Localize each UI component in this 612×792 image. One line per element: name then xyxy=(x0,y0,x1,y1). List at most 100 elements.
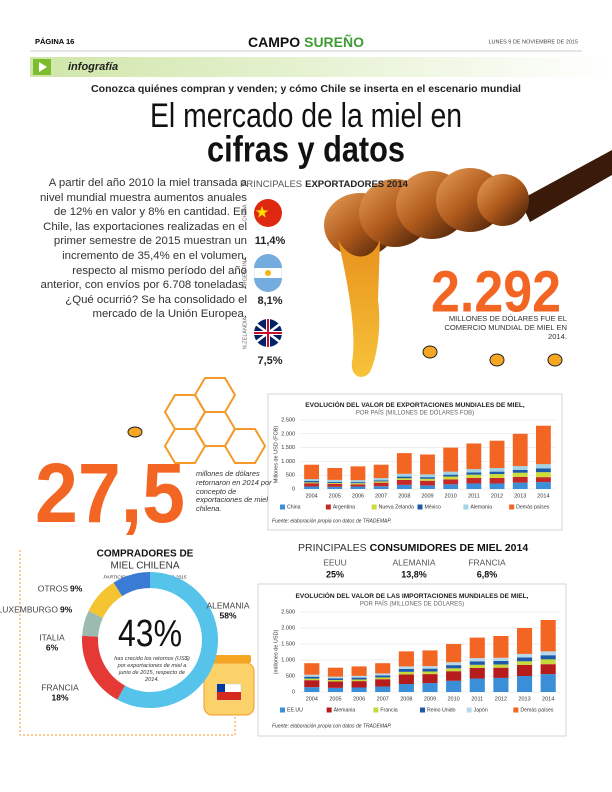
bar-segment xyxy=(535,425,551,465)
bar-segment xyxy=(304,678,320,681)
x-tick-label: 2011 xyxy=(468,493,480,499)
bar-segment xyxy=(420,478,435,481)
legend-swatch xyxy=(326,707,332,713)
donut-value: 9% xyxy=(60,604,73,614)
bar-segment xyxy=(516,661,533,665)
x-tick-label: 2011 xyxy=(471,696,483,702)
bar-segment xyxy=(493,667,509,678)
chart-source: Fuente: elaboración propia con datos de … xyxy=(272,723,391,729)
consumers-heading-a: PRINCIPALES xyxy=(298,542,367,554)
y-axis-label: (millones de USD) xyxy=(273,630,279,675)
exporter-share: 8,1% xyxy=(257,295,282,307)
legend-swatch xyxy=(513,707,519,713)
bar-segment xyxy=(375,686,391,692)
bar-segment xyxy=(489,483,505,489)
bar-segment xyxy=(327,481,343,483)
donut-slice xyxy=(117,572,218,709)
bar-segment xyxy=(516,628,533,654)
bar-segment xyxy=(304,674,320,677)
honeycomb xyxy=(163,377,267,464)
x-tick-label: 2013 xyxy=(518,696,530,702)
bar-segment xyxy=(375,673,391,676)
donut-value: 6% xyxy=(46,642,59,652)
bar-segment xyxy=(351,666,367,676)
bar-segment xyxy=(350,466,366,481)
consumer-country: EEUU xyxy=(323,557,347,567)
chart-title: EVOLUCIÓN DEL VALOR DE EXPORTACIONES MUN… xyxy=(305,400,525,409)
legend-swatch xyxy=(509,504,515,510)
bar-segment xyxy=(351,675,367,678)
dotted-frame xyxy=(19,550,236,736)
bar-segment xyxy=(466,474,482,478)
donut-title: COMPRADORES DE xyxy=(97,549,194,560)
bar-segment xyxy=(535,464,551,469)
bar-segment xyxy=(535,477,551,483)
bar-segment xyxy=(375,679,391,687)
bar-segment xyxy=(398,674,414,684)
bar-segment xyxy=(350,482,366,484)
bar-segment xyxy=(327,681,344,688)
section-icon-arrow xyxy=(39,62,47,72)
x-tick-label: 2012 xyxy=(491,493,503,499)
bar-segment xyxy=(304,482,320,484)
exporter-country: N.ZELANDIA xyxy=(242,316,248,349)
bar-segment xyxy=(466,469,482,473)
bar-segment xyxy=(443,476,459,480)
bar-segment xyxy=(540,674,556,692)
kicker: Conozca quiénes compran y venden; y cómo… xyxy=(91,83,521,95)
donut-value: 18% xyxy=(51,692,68,702)
x-tick-label: 2012 xyxy=(495,696,507,702)
bar-segment xyxy=(446,680,462,692)
headline-2: cifras y datos xyxy=(207,129,405,170)
bar-segment xyxy=(540,620,556,652)
bar-segment xyxy=(516,664,533,676)
bar-segment xyxy=(304,464,320,480)
bar-segment xyxy=(540,655,556,660)
donut-value: 9% xyxy=(70,583,83,593)
bar-segment xyxy=(516,676,533,692)
exporter-share: 7,5% xyxy=(257,355,282,367)
flag-new-zealand xyxy=(254,319,282,347)
bar-segment xyxy=(493,657,509,661)
bar-segment xyxy=(304,687,320,692)
legend-label: México xyxy=(425,504,442,510)
bar-segment xyxy=(327,468,343,480)
bar-segment xyxy=(443,474,459,477)
bar-segment xyxy=(420,480,435,486)
bar-segment xyxy=(512,476,528,483)
bar-segment xyxy=(466,483,482,489)
bar-segment xyxy=(373,481,389,483)
bar-segment xyxy=(375,677,391,680)
bar-segment xyxy=(327,680,344,682)
bar-segment xyxy=(350,483,366,485)
bar-segment xyxy=(489,477,505,484)
legend-label: Nueva Zelanda xyxy=(379,504,414,510)
bar-segment xyxy=(535,472,551,478)
y-tick-label: 2.500 xyxy=(281,417,295,423)
bar-segment xyxy=(396,453,412,474)
bar-segment xyxy=(493,660,509,665)
y-axis-label: Millones de USD (FOB) xyxy=(273,426,279,484)
bar-segment xyxy=(446,671,462,681)
bar-segment xyxy=(512,469,528,473)
bar-segment xyxy=(351,677,367,680)
chart-subtitle: POR PAÍS (MILLONES DE DÓLARES FOB) xyxy=(356,410,474,417)
bar-segment xyxy=(375,675,391,678)
consumers-heading-b: CONSUMIDORES DE MIEL 2014 xyxy=(370,542,529,554)
bar-segment xyxy=(469,661,485,665)
bar-segment xyxy=(443,471,459,475)
bar-segment xyxy=(443,447,459,472)
bar-segment xyxy=(489,440,505,469)
bar-segment xyxy=(446,668,462,672)
consumer-share: 6,8% xyxy=(477,569,498,579)
bar-segment xyxy=(327,486,343,489)
brand-b: SUREÑO xyxy=(304,33,364,50)
bar-segment xyxy=(516,657,533,662)
brand-a: CAMPO xyxy=(248,34,300,50)
bar-segment xyxy=(489,468,505,472)
bar-segment xyxy=(373,464,389,479)
bar-segment xyxy=(398,684,414,692)
chart-subtitle: POR PAÍS (MILLONES DE DÓLARES) xyxy=(360,601,464,608)
bar-segment xyxy=(469,678,485,692)
